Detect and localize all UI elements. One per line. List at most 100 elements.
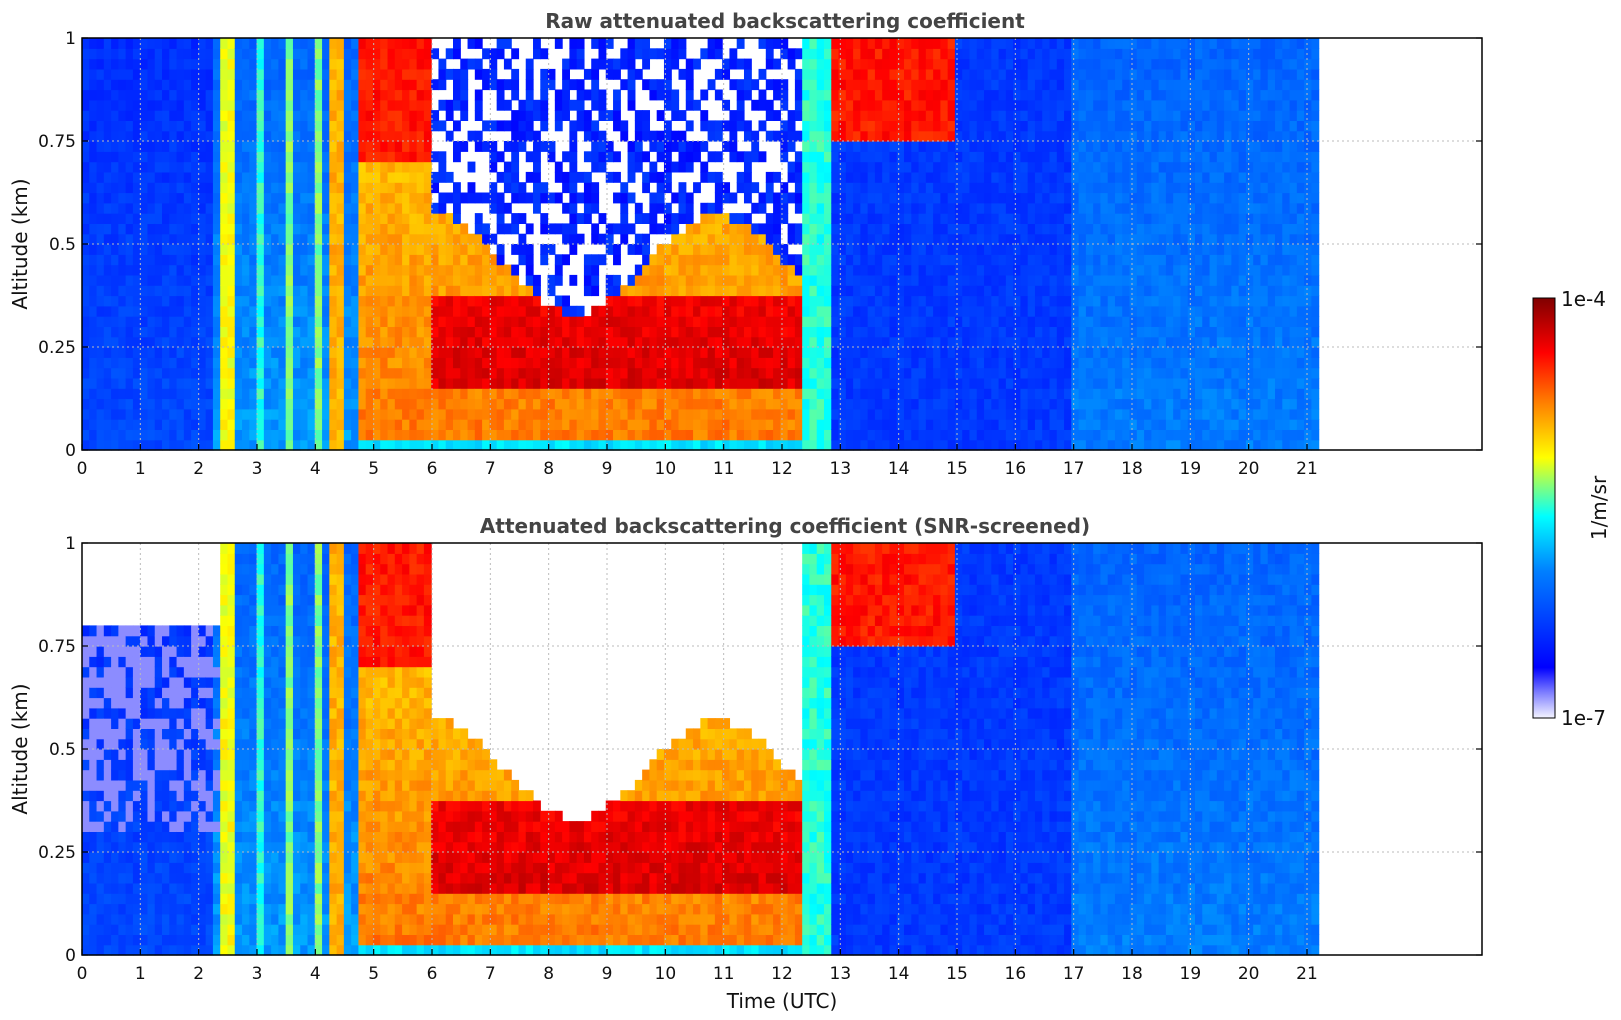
heatmap-cell	[576, 192, 585, 204]
heatmap-cell	[1034, 316, 1043, 327]
heatmap-cell	[125, 408, 134, 420]
heatmap-cell	[162, 264, 170, 276]
heatmap-cell	[853, 305, 861, 317]
heatmap-cell	[663, 347, 672, 358]
heatmap-cell	[533, 398, 541, 410]
heatmap-cell	[431, 48, 440, 60]
heatmap-cell	[103, 326, 112, 338]
heatmap-cell	[460, 244, 469, 255]
heatmap-cell	[816, 141, 825, 152]
heatmap-cell	[285, 110, 294, 121]
heatmap-cell	[307, 68, 316, 80]
heatmap-cell	[307, 233, 316, 245]
heatmap-cell	[212, 79, 221, 91]
heatmap-cell	[489, 58, 498, 70]
heatmap-cell	[183, 295, 192, 307]
heatmap-cell	[372, 377, 381, 389]
heatmap-cell	[874, 244, 883, 255]
heatmap-cell	[220, 151, 229, 163]
heatmap-cell	[358, 408, 367, 420]
heatmap-cell	[387, 336, 396, 348]
heatmap-cell	[831, 192, 840, 204]
heatmap-cell	[329, 120, 338, 132]
heatmap-cell	[372, 68, 381, 80]
heatmap-cell	[300, 182, 309, 194]
heatmap-cell	[845, 367, 854, 379]
heatmap-cell	[140, 192, 149, 204]
heatmap-cell	[860, 408, 869, 420]
heatmap-cell	[591, 223, 600, 235]
heatmap-cell	[431, 182, 440, 194]
heatmap-cell	[613, 244, 621, 255]
heatmap-cell	[1005, 316, 1014, 327]
heatmap-cell	[154, 182, 163, 194]
heatmap-cell	[162, 347, 170, 358]
heatmap-cell	[845, 316, 854, 327]
heatmap-cell	[125, 377, 134, 389]
heatmap-cell	[1034, 120, 1043, 132]
heatmap-cell	[307, 110, 316, 121]
heatmap-cell	[649, 377, 658, 389]
heatmap-cell	[831, 99, 840, 111]
heatmap-cell	[998, 223, 1007, 235]
heatmap-cell	[278, 79, 287, 91]
heatmap-cell	[438, 408, 447, 420]
heatmap-cell	[1049, 68, 1058, 80]
heatmap-cell	[329, 79, 338, 91]
heatmap-cell	[220, 110, 229, 121]
heatmap-cell	[343, 213, 352, 224]
heatmap-cell	[816, 388, 825, 400]
heatmap-cell	[162, 233, 170, 245]
heatmap-cell	[249, 182, 258, 194]
heatmap-cell	[918, 347, 927, 358]
heatmap-cell	[438, 398, 447, 410]
heatmap-cell	[969, 233, 978, 245]
heatmap-cell	[89, 130, 98, 142]
heatmap-cell	[882, 357, 891, 369]
heatmap-cell	[387, 233, 396, 245]
heatmap-cell	[380, 182, 389, 194]
heatmap-cell	[1064, 347, 1072, 358]
heatmap-cell	[256, 213, 265, 224]
heatmap-cell	[125, 89, 134, 101]
heatmap-cell	[765, 99, 774, 111]
heatmap-cell	[780, 213, 789, 224]
heatmap-cell	[474, 244, 483, 255]
heatmap-cell	[627, 419, 636, 430]
heatmap-cell	[82, 295, 90, 307]
heatmap-cell	[765, 367, 774, 379]
heatmap-cell	[954, 130, 963, 142]
heatmap-cell	[845, 264, 854, 276]
heatmap-cell	[722, 347, 731, 358]
heatmap-cell	[307, 213, 316, 224]
heatmap-cell	[445, 398, 454, 410]
heatmap-cell	[314, 264, 323, 276]
heatmap-cell	[162, 161, 170, 173]
heatmap-cell	[860, 347, 869, 358]
heatmap-cell	[125, 367, 134, 379]
heatmap-cell	[482, 398, 490, 410]
heatmap-cell	[933, 398, 941, 410]
heatmap-cell	[263, 233, 272, 245]
heatmap-cell	[838, 398, 847, 410]
heatmap-cell	[300, 68, 309, 80]
heatmap-cell	[904, 439, 912, 451]
heatmap-cell	[365, 336, 374, 348]
heatmap-cell	[453, 336, 461, 348]
heatmap-cell	[722, 419, 731, 430]
heatmap-cell	[292, 398, 301, 410]
heatmap-cell	[998, 48, 1007, 60]
heatmap-cell	[896, 285, 905, 297]
heatmap-cell	[874, 254, 883, 266]
heatmap-cell	[751, 151, 760, 163]
heatmap-cell	[1042, 161, 1051, 173]
heatmap-cell	[96, 326, 105, 338]
heatmap-cell	[1056, 223, 1065, 235]
heatmap-cell	[525, 388, 534, 400]
heatmap-cell	[838, 130, 847, 142]
heatmap-cell	[969, 58, 978, 70]
heatmap-cell	[176, 110, 185, 121]
heatmap-cell	[82, 58, 90, 70]
heatmap-cell	[1020, 79, 1029, 91]
heatmap-cell	[140, 285, 149, 297]
